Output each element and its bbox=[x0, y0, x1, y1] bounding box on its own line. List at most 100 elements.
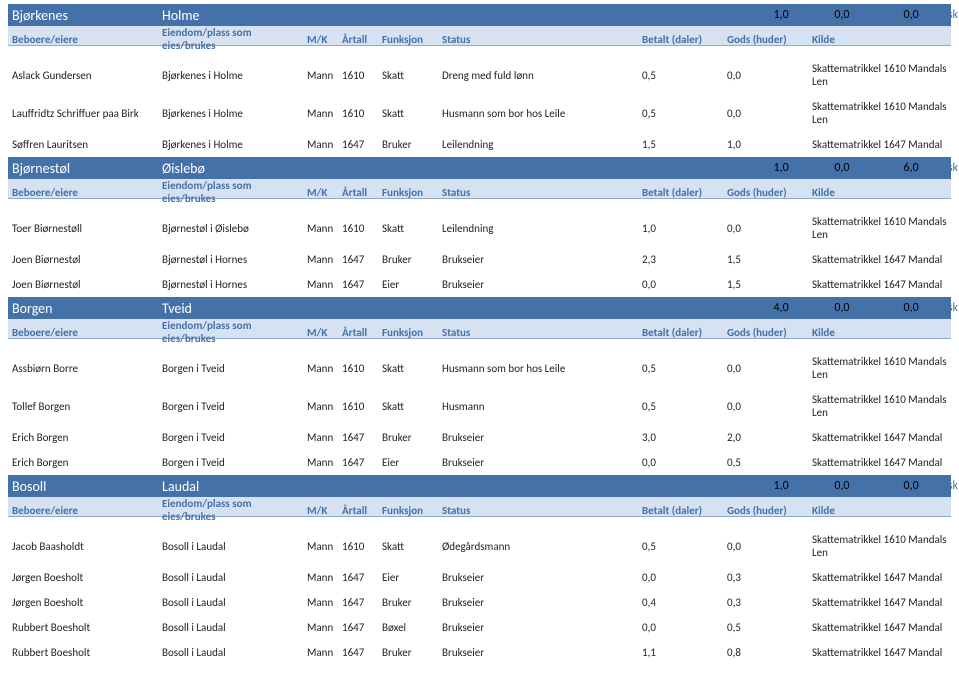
section-header: BjørkenesHolmeSkyld: 1,0 Hud(er) 0,0 Gei… bbox=[8, 4, 951, 26]
cell-kilde: Skattematrikkel 1647 Mandal bbox=[812, 621, 959, 634]
cell-kilde: Skattematrikkel 1647 Mandal bbox=[812, 253, 959, 266]
cell-aar: 1647 bbox=[342, 278, 382, 291]
cell-betalt: 0,4 bbox=[642, 596, 727, 609]
cell-beboer: Joen Biørnestøl bbox=[12, 278, 162, 291]
skyld-summary: Skyld: 1,0 Hud(er) 0,0 Geitskinn 0,0 Eng… bbox=[432, 8, 959, 22]
col-mk: M/K bbox=[307, 33, 342, 46]
cell-kilde: Skattematrikkel 1647 Mandal bbox=[812, 431, 959, 444]
cell-eiendom: Bjørkenes i Holme bbox=[162, 69, 307, 82]
cell-kilde: Skattematrikkel 1610 Mandals Len bbox=[812, 62, 959, 88]
col-beboere: Beboere/eiere bbox=[12, 33, 162, 46]
cell-gods: 1,5 bbox=[727, 253, 812, 266]
col-status: Status bbox=[442, 33, 642, 46]
skyld-huder-val: 1,0 bbox=[774, 161, 789, 175]
col-funksjon: Funksjon bbox=[382, 326, 442, 339]
column-header-row: Beboere/eiereEiendom/plass som eies/bruk… bbox=[8, 319, 951, 339]
cell-gods: 0,5 bbox=[727, 621, 812, 634]
cell-beboer: Jørgen Boesholt bbox=[12, 571, 162, 584]
cell-betalt: 0,0 bbox=[642, 621, 727, 634]
cell-kilde: Skattematrikkel 1647 Mandal bbox=[812, 646, 959, 659]
skyld-geitskinn-unit: Geitskinn bbox=[852, 8, 898, 22]
cell-eiendom: Bjørnestøl i Øislebø bbox=[162, 222, 307, 235]
cell-eiendom: Bosoll i Laudal bbox=[162, 621, 307, 634]
cell-gods: 0,0 bbox=[727, 222, 812, 235]
cell-funksjon: Bøxel bbox=[382, 621, 442, 634]
document-root: BjørkenesHolmeSkyld: 1,0 Hud(er) 0,0 Gei… bbox=[8, 4, 951, 665]
cell-eiendom: Bosoll i Laudal bbox=[162, 596, 307, 609]
cell-funksjon: Skatt bbox=[382, 107, 442, 120]
cell-status: Ødegårdsmann bbox=[442, 540, 642, 553]
col-status: Status bbox=[442, 326, 642, 339]
cell-aar: 1647 bbox=[342, 456, 382, 469]
cell-kilde: Skattematrikkel 1610 Mandals Len bbox=[812, 355, 959, 381]
col-gods: Gods (huder) bbox=[727, 326, 812, 339]
col-kilde: Kilde bbox=[812, 504, 959, 517]
col-eiendom: Eiendom/plass som eies/brukes bbox=[162, 26, 307, 52]
cell-kilde: Skattematrikkel 1647 Mandal bbox=[812, 596, 959, 609]
section-header: BosollLaudalSkyld: 1,0 Hud(er) 0,0 Geits… bbox=[8, 475, 951, 497]
cell-funksjon: Eier bbox=[382, 278, 442, 291]
col-beboere: Beboere/eiere bbox=[12, 186, 162, 199]
cell-betalt: 3,0 bbox=[642, 431, 727, 444]
place-sub: Øislebø bbox=[162, 160, 372, 177]
cell-status: Dreng med fuld lønn bbox=[442, 69, 642, 82]
cell-eiendom: Bosoll i Laudal bbox=[162, 646, 307, 659]
skyld-geitskinn-unit: Geitskinn bbox=[852, 161, 898, 175]
col-status: Status bbox=[442, 186, 642, 199]
cell-aar: 1647 bbox=[342, 138, 382, 151]
skyld-geitskinn-unit: Geitskinn bbox=[852, 479, 898, 493]
cell-funksjon: Eier bbox=[382, 571, 442, 584]
table-row: Rubbert BoesholtBosoll i LaudalMann1647B… bbox=[8, 640, 951, 665]
cell-betalt: 1,1 bbox=[642, 646, 727, 659]
col-aartall: Årtall bbox=[342, 33, 382, 46]
cell-aar: 1647 bbox=[342, 596, 382, 609]
cell-betalt: 1,0 bbox=[642, 222, 727, 235]
table-row: Jørgen BoesholtBosoll i LaudalMann1647Br… bbox=[8, 590, 951, 615]
cell-beboer: Joen Biørnestøl bbox=[12, 253, 162, 266]
cell-kilde: Skattematrikkel 1647 Mandal bbox=[812, 138, 959, 151]
cell-status: Husmann som bor hos Leile bbox=[442, 362, 642, 375]
cell-mk: Mann bbox=[307, 69, 342, 82]
cell-mk: Mann bbox=[307, 540, 342, 553]
cell-gods: 0,8 bbox=[727, 646, 812, 659]
cell-status: Brukseier bbox=[442, 278, 642, 291]
cell-mk: Mann bbox=[307, 431, 342, 444]
cell-status: Leilendning bbox=[442, 222, 642, 235]
cell-beboer: Erich Borgen bbox=[12, 431, 162, 444]
col-status: Status bbox=[442, 504, 642, 517]
cell-gods: 0,0 bbox=[727, 107, 812, 120]
skyld-engelsk-unit: Engelsk bbox=[921, 161, 958, 175]
cell-eiendom: Bjørnestøl i Hornes bbox=[162, 278, 307, 291]
cell-gods: 0,0 bbox=[727, 400, 812, 413]
col-betalt: Betalt (daler) bbox=[642, 504, 727, 517]
cell-betalt: 0,5 bbox=[642, 400, 727, 413]
cell-status: Husmann som bor hos Leile bbox=[442, 107, 642, 120]
cell-eiendom: Borgen i Tveid bbox=[162, 400, 307, 413]
cell-eiendom: Bosoll i Laudal bbox=[162, 540, 307, 553]
cell-beboer: Erich Borgen bbox=[12, 456, 162, 469]
cell-mk: Mann bbox=[307, 362, 342, 375]
skyld-geitskinn-val: 0,0 bbox=[834, 301, 849, 315]
col-aartall: Årtall bbox=[342, 186, 382, 199]
table-row: Jørgen BoesholtBosoll i LaudalMann1647Ei… bbox=[8, 565, 951, 590]
cell-kilde: Skattematrikkel 1610 Mandals Len bbox=[812, 215, 959, 241]
cell-status: Brukseier bbox=[442, 571, 642, 584]
cell-betalt: 0,0 bbox=[642, 278, 727, 291]
col-aartall: Årtall bbox=[342, 504, 382, 517]
skyld-huder-unit: Hud(er) bbox=[791, 479, 829, 493]
cell-betalt: 0,0 bbox=[642, 456, 727, 469]
table-row: Joen BiørnestølBjørnestøl i HornesMann16… bbox=[8, 247, 951, 272]
skyld-label: Skyld: bbox=[738, 479, 768, 493]
skyld-huder-val: 4,0 bbox=[774, 301, 789, 315]
table-row: Erich BorgenBorgen i TveidMann1647Bruker… bbox=[8, 425, 951, 450]
cell-kilde: Skattematrikkel 1647 Mandal bbox=[812, 571, 959, 584]
col-eiendom: Eiendom/plass som eies/brukes bbox=[162, 319, 307, 345]
cell-aar: 1647 bbox=[342, 621, 382, 634]
cell-eiendom: Bjørkenes i Holme bbox=[162, 107, 307, 120]
cell-gods: 0,5 bbox=[727, 456, 812, 469]
table-row: Toer BiørnestøllBjørnestøl i ØislebøMann… bbox=[8, 209, 951, 247]
cell-mk: Mann bbox=[307, 107, 342, 120]
skyld-huder-val: 1,0 bbox=[774, 479, 789, 493]
skyld-engelsk-val: 0,0 bbox=[904, 8, 919, 22]
skyld-engelsk-unit: Engelsk bbox=[921, 479, 958, 493]
